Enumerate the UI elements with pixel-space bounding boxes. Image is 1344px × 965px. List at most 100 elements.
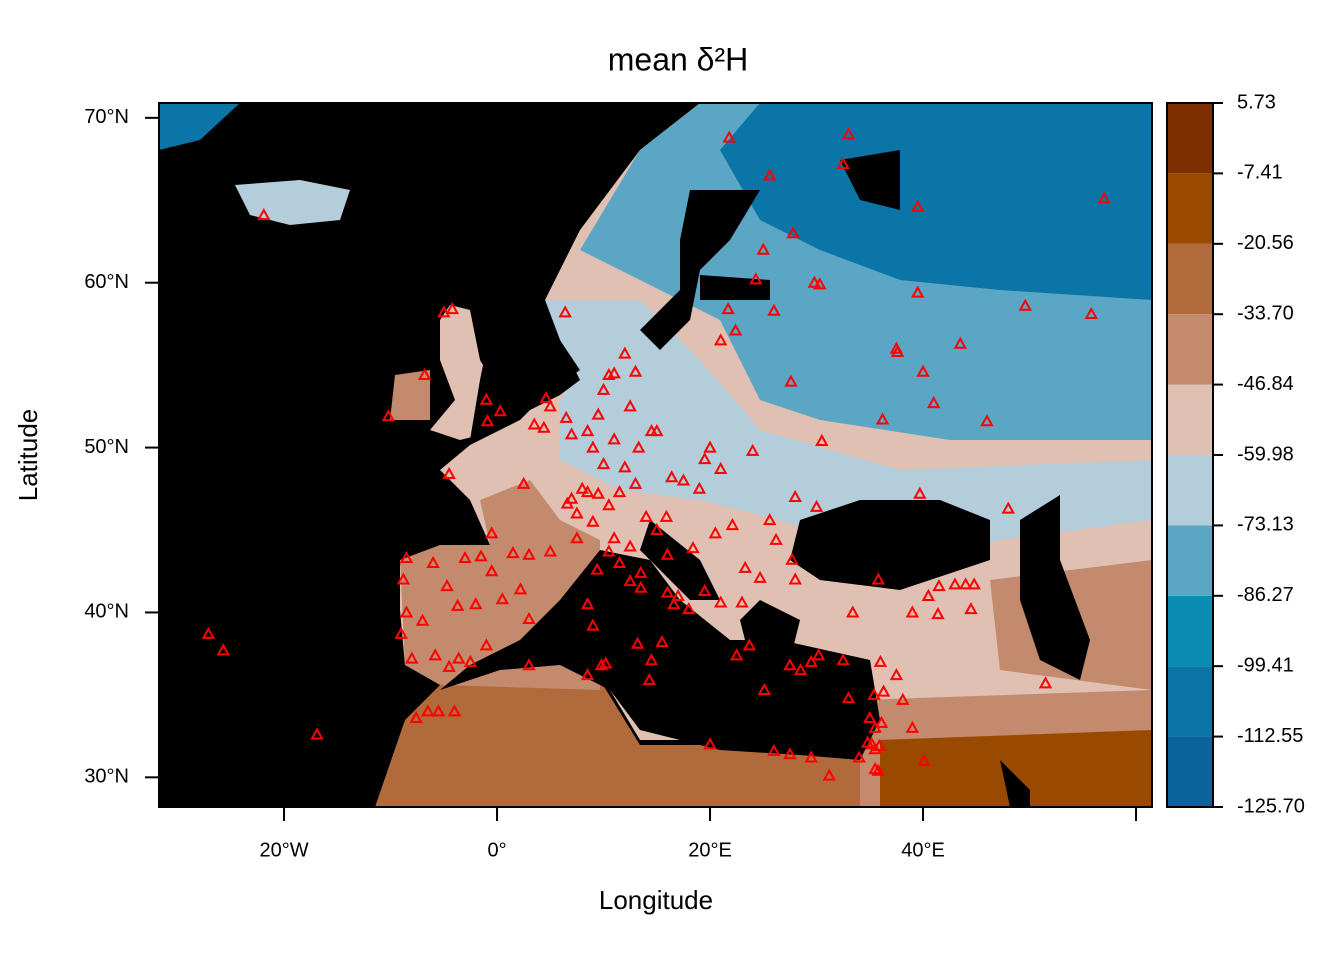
colorbar-label: -59.98: [1237, 443, 1294, 465]
station-marker: [767, 303, 781, 316]
station-marker: [871, 572, 885, 585]
station-marker: [868, 742, 882, 755]
station-marker: [785, 552, 799, 565]
station-marker: [607, 432, 621, 445]
station-marker: [543, 399, 557, 412]
station-marker: [703, 440, 717, 453]
station-marker: [623, 574, 637, 587]
station-marker: [788, 572, 802, 585]
x-tick-label: 20°E: [688, 839, 732, 861]
y-tick-label: 30°N: [84, 766, 129, 788]
station-marker: [911, 285, 925, 298]
station-marker: [804, 750, 818, 763]
station-marker: [713, 333, 728, 346]
station-marker: [713, 461, 728, 475]
station-marker: [1097, 191, 1111, 204]
station-marker: [480, 414, 495, 427]
station-marker: [655, 635, 669, 648]
station-marker: [580, 424, 595, 437]
station-marker: [875, 412, 890, 425]
station-marker: [479, 638, 494, 651]
station-marker: [522, 547, 536, 560]
station-marker: [767, 743, 781, 756]
colorbar-band: [1167, 666, 1213, 737]
colorbar-label: -99.41: [1237, 654, 1294, 676]
station-marker: [580, 485, 595, 498]
station-marker: [623, 399, 637, 412]
station-marker: [786, 226, 800, 239]
station-marker: [450, 598, 465, 611]
station-marker: [967, 577, 981, 590]
station-marker: [836, 156, 850, 170]
station-marker: [537, 420, 551, 433]
station-marker: [442, 466, 456, 479]
y-tick-label: 40°N: [84, 601, 129, 623]
station-marker: [516, 476, 531, 489]
station-marker: [692, 481, 707, 494]
colorbar-label: -86.27: [1237, 584, 1294, 606]
station-marker: [469, 597, 483, 610]
station-marker: [846, 605, 860, 618]
colorbar-band: [1167, 243, 1213, 315]
station-marker: [607, 531, 621, 544]
station-marker: [451, 651, 466, 664]
y-tick-label: 60°N: [84, 271, 129, 293]
station-marker: [257, 208, 271, 221]
station-marker: [1001, 501, 1015, 514]
station-marker: [639, 509, 653, 522]
station-marker: [708, 526, 723, 539]
station-marker: [872, 738, 887, 751]
colorbar-label: -20.56: [1237, 232, 1294, 254]
map-layers: [159, 103, 1152, 807]
x-tick-label: 0°: [487, 839, 506, 861]
y-tick-label: 70°N: [84, 106, 129, 128]
colorbar-band: [1167, 173, 1213, 244]
colorbar-label: -112.55: [1237, 725, 1303, 747]
station-marker: [868, 720, 882, 733]
y-axis-label: Latitude: [13, 409, 43, 502]
station-marker: [310, 727, 324, 740]
station-marker: [612, 485, 627, 498]
x-axis-label: Longitude: [599, 885, 713, 915]
station-marker: [409, 710, 423, 723]
station-marker: [431, 704, 446, 717]
station-marker: [762, 513, 777, 526]
station-marker: [948, 577, 962, 590]
station-marker: [784, 374, 798, 387]
station-marker: [474, 549, 488, 562]
station-marker: [506, 546, 520, 559]
station-marker: [917, 753, 931, 766]
station-marker: [722, 130, 736, 143]
colorbar-band: [1167, 736, 1213, 807]
station-marker: [591, 407, 605, 420]
station-marker: [682, 602, 696, 615]
station-marker: [728, 323, 743, 336]
station-marker: [749, 272, 763, 285]
colorbar-band: [1167, 103, 1213, 174]
station-marker: [664, 470, 679, 483]
station-marker: [667, 597, 681, 610]
station-marker: [437, 305, 451, 318]
station-marker: [428, 648, 442, 661]
station-marker: [783, 747, 797, 760]
station-marker: [590, 562, 604, 575]
station-marker: [396, 572, 411, 585]
station-marker: [841, 127, 856, 140]
station-marker: [445, 302, 459, 315]
station-marker: [381, 409, 396, 422]
station-marker: [399, 605, 414, 618]
station-marker: [421, 704, 435, 717]
station-marker: [813, 277, 827, 290]
station-marker: [630, 636, 645, 649]
station-marker: [596, 457, 611, 470]
station-marker: [841, 691, 856, 704]
station-marker: [913, 486, 927, 499]
station-marker: [1018, 298, 1032, 311]
station-marker: [713, 595, 728, 608]
station-marker: [804, 654, 818, 667]
colorbar-band: [1167, 595, 1213, 667]
station-marker: [628, 364, 643, 377]
colorbar-label: -125.70: [1237, 795, 1305, 817]
x-tick-label: 20°W: [259, 839, 308, 861]
station-marker: [921, 588, 936, 601]
